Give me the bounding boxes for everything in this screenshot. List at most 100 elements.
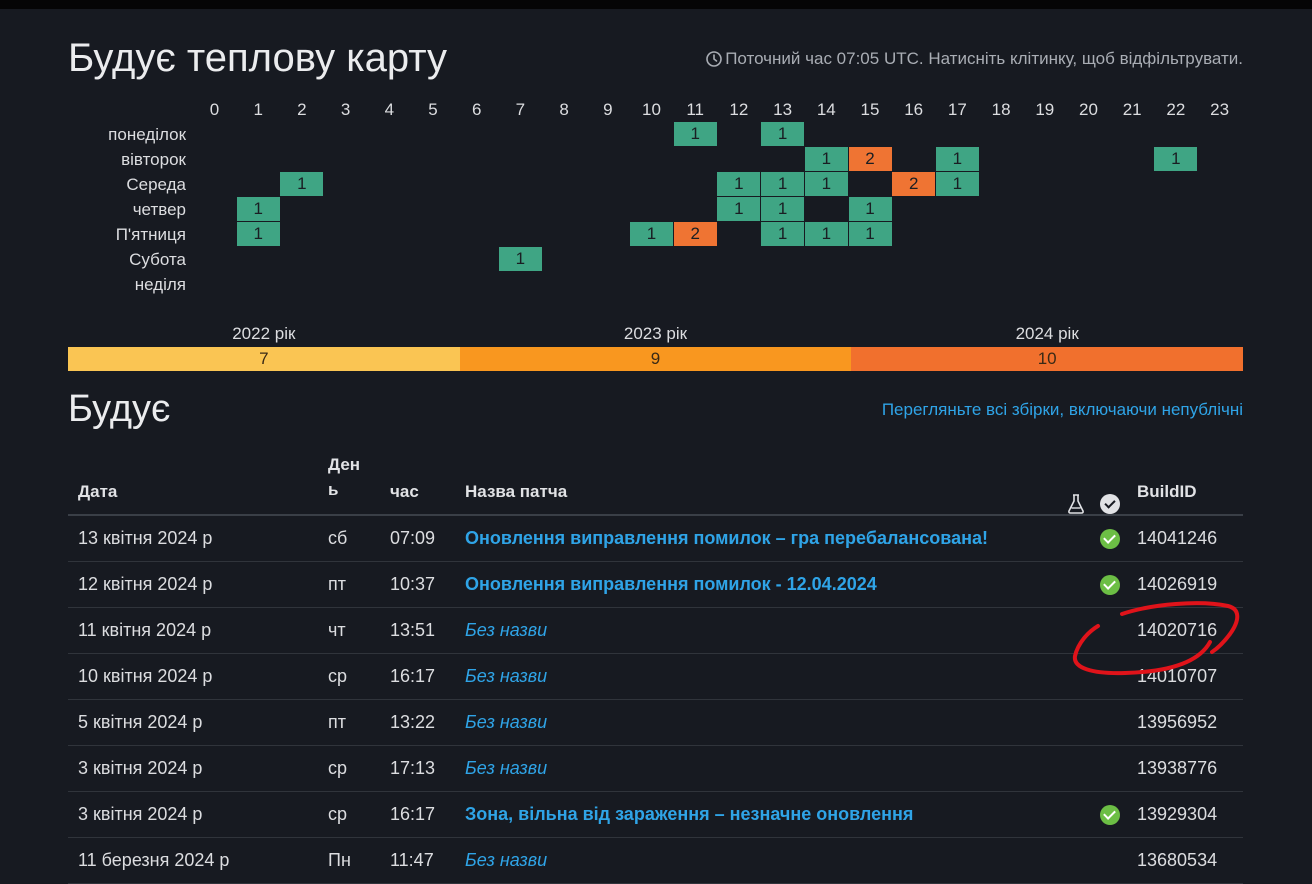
hour-label: 9 [603, 100, 613, 119]
build-id[interactable]: 14010707 [1127, 653, 1243, 700]
heatmap-hint-text: Поточний час 07:05 UTC. Натисніть клітин… [725, 49, 1243, 68]
clock-icon [706, 51, 723, 67]
patch-cell: Без назви [455, 745, 1059, 792]
patch-name-link[interactable]: Без назви [465, 758, 548, 778]
patch-cell: Оновлення виправлення помилок - 12.04.20… [455, 561, 1059, 608]
heatmap-cell[interactable]: 1 [804, 147, 848, 171]
build-time: 13:22 [380, 699, 455, 746]
build-id[interactable]: 13956952 [1127, 699, 1243, 746]
heatmap-cell[interactable]: 2 [848, 147, 892, 171]
heatmap-cell[interactable]: 2 [673, 222, 717, 246]
verified-cell [1093, 607, 1127, 654]
table-row: 10 квітня 2024 р ср 16:17 Без назви 14010707 [68, 653, 1243, 700]
patch-name-link[interactable]: Зона, вільна від зараження – незначне он… [465, 804, 914, 824]
day-label: понеділок [108, 125, 186, 144]
build-id[interactable]: 13929304 [1127, 791, 1243, 838]
year-label: 2022 рік [232, 324, 296, 343]
column-build-id[interactable]: BuildID [1127, 452, 1243, 516]
heatmap-cell[interactable]: 1 [717, 197, 761, 221]
year-label: 2023 рік [623, 324, 688, 343]
year-segment-2024[interactable]: 10 [851, 347, 1244, 371]
hour-label: 16 [904, 100, 924, 119]
table-header-row: Дата День час Назва патча BuildID [68, 452, 1243, 516]
patch-name-link[interactable]: Без назви [465, 620, 548, 640]
hour-label: 8 [559, 100, 569, 119]
all-builds-link[interactable]: Перегляньте всі збірки, включаючи непубл… [881, 400, 1243, 419]
build-day: пт [318, 699, 380, 746]
beta-cell [1059, 837, 1093, 884]
year-segment-2023[interactable]: 9 [459, 347, 852, 371]
heatmap-cell[interactable]: 1 [848, 197, 892, 221]
heatmap-cell[interactable]: 1 [935, 172, 979, 196]
table-row: 12 квітня 2024 р пт 10:37 Оновлення виправл… [68, 561, 1243, 608]
builds-title: Будує [68, 388, 171, 430]
heatmap-cell[interactable]: 1 [761, 172, 805, 196]
build-day: чт [318, 607, 380, 654]
build-day: ср [318, 791, 380, 838]
verified-check-icon [1100, 529, 1120, 550]
verified-cell [1093, 561, 1127, 608]
patch-name-link[interactable]: Без назви [465, 712, 548, 732]
patch-cell: Без назви [455, 837, 1059, 884]
build-day: сб [318, 515, 380, 562]
column-day[interactable]: День [318, 452, 380, 516]
beta-cell [1059, 515, 1093, 562]
column-date[interactable]: Дата [68, 452, 318, 516]
year-segment-2022[interactable]: 7 [68, 347, 460, 371]
heatmap-cell[interactable]: 1 [673, 122, 717, 146]
heatmap-cell[interactable]: 1 [761, 122, 805, 146]
build-id[interactable]: 14026919 [1127, 561, 1243, 608]
top-bar [0, 0, 1312, 9]
patch-name-link[interactable]: Оновлення виправлення помилок – гра пере… [465, 528, 988, 548]
heatmap-cell[interactable]: 1 [717, 172, 761, 196]
heatmap-title: Будує теплову карту [68, 36, 447, 80]
column-time[interactable]: час [380, 452, 455, 516]
heatmap-cell[interactable]: 1 [804, 222, 848, 246]
verified-check-icon [1100, 575, 1120, 596]
heatmap-cell[interactable]: 1 [1154, 147, 1198, 171]
build-time: 17:13 [380, 745, 455, 792]
day-label: четвер [132, 200, 186, 219]
hour-label: 22 [1166, 100, 1186, 119]
hour-label: 2 [297, 100, 307, 119]
heatmap-cell[interactable]: 1 [804, 172, 848, 196]
patch-name-link[interactable]: Без назви [465, 850, 548, 870]
column-beta[interactable] [1059, 452, 1093, 516]
heatmap-cell[interactable]: 1 [630, 222, 673, 246]
hour-label: 20 [1079, 100, 1098, 119]
build-time: 13:51 [380, 607, 455, 654]
verified-cell [1093, 791, 1127, 838]
build-id[interactable]: 13680534 [1127, 837, 1243, 884]
build-day: Пн [318, 837, 380, 884]
column-patch-name[interactable]: Назва патча [455, 452, 1059, 516]
hour-label: 14 [816, 100, 836, 119]
build-id[interactable]: 14041246 [1127, 515, 1243, 562]
build-id[interactable]: 14020716 [1127, 607, 1243, 654]
heatmap-cell[interactable]: 1 [761, 222, 805, 246]
day-label: вівторок [121, 150, 186, 169]
column-verified[interactable] [1093, 452, 1127, 516]
build-id[interactable]: 13938776 [1127, 745, 1243, 792]
verified-cell [1093, 653, 1127, 700]
heatmap-cell[interactable]: 1 [236, 197, 280, 221]
heatmap-cell[interactable]: 1 [761, 197, 805, 221]
build-time: 11:47 [380, 837, 455, 884]
verified-check-icon [1100, 805, 1120, 826]
build-date: 3 квітня 2024 р [68, 791, 318, 838]
patch-name-link[interactable]: Без назви [465, 666, 548, 686]
heatmap-cell[interactable]: 1 [236, 222, 280, 246]
day-label: П'ятниця [115, 225, 186, 244]
build-day: ср [318, 745, 380, 792]
heatmap-cell[interactable]: 1 [848, 222, 892, 246]
patch-cell: Без назви [455, 653, 1059, 700]
table-row: 11 березня 2024 р Пн 11:47 Без назви 1368053… [68, 837, 1243, 884]
patch-name-link[interactable]: Оновлення виправлення помилок - 12.04.20… [465, 574, 877, 594]
heatmap-cell[interactable]: 2 [892, 172, 936, 196]
heatmap-cell[interactable]: 1 [280, 172, 324, 196]
heatmap-cell[interactable]: 1 [935, 147, 979, 171]
hour-label: 13 [773, 100, 793, 119]
build-day: пт [318, 561, 380, 608]
heatmap-cell[interactable]: 1 [498, 247, 542, 271]
build-time: 16:17 [380, 791, 455, 838]
build-date: 11 квітня 2024 р [68, 607, 318, 654]
